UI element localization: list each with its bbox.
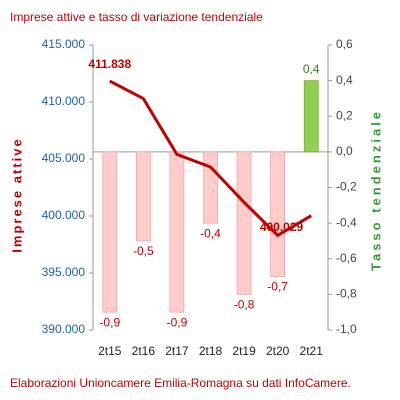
y2-tick-label: 0,4	[336, 73, 353, 87]
y2-tick-label: -0,6	[336, 251, 357, 265]
bar-label: 0,4	[303, 62, 320, 76]
y-axis-label: Imprese attive	[9, 137, 24, 252]
y2-tick-label: -1,0	[336, 322, 357, 336]
x-tick-label: 2t16	[132, 344, 156, 358]
footnote: Elaborazioni Unioncamere Emilia-Romagna …	[10, 376, 351, 390]
x-tick-label: 2t20	[266, 344, 290, 358]
y2-tick-label: 0,6	[336, 37, 353, 51]
y2-tick-label: 0,2	[336, 108, 353, 122]
bar-label: -0,7	[267, 280, 288, 294]
bar-label: -0,9	[99, 315, 120, 329]
bar	[203, 151, 218, 224]
y2-axis-label: Tasso tendenziale	[368, 109, 383, 271]
bar	[270, 151, 285, 277]
bar	[136, 151, 151, 242]
y-tick-label: 415.000	[42, 37, 86, 51]
y-tick-label: 400.000	[42, 208, 86, 222]
x-tick-label: 2t15	[98, 344, 122, 358]
bar	[169, 151, 185, 313]
chart-title: Imprese attive e tasso di variazione ten…	[10, 10, 263, 24]
x-tick-label: 2t19	[232, 344, 256, 358]
line-label: 411.838	[88, 57, 131, 71]
y-tick-label: 390.000	[42, 322, 86, 336]
y-tick-label: 395.000	[42, 265, 86, 279]
y2-tick-label: -0,8	[336, 287, 357, 301]
bar-label: -0,9	[167, 315, 188, 329]
bar	[102, 151, 118, 313]
y2-tick-label: 0,0	[336, 144, 353, 158]
bar	[236, 151, 252, 295]
bar-label: -0,8	[234, 298, 255, 312]
y-tick-label: 410.000	[42, 94, 86, 108]
bar-label: -0,4	[200, 226, 221, 240]
line	[109, 79, 312, 238]
y-tick-label: 405.000	[42, 151, 86, 165]
bar	[303, 80, 319, 153]
line-label: 400.029	[260, 220, 304, 234]
x-tick-label: 2t18	[199, 344, 223, 358]
y2-tick-label: -0,4	[336, 215, 357, 229]
y2-tick-label: -0,2	[336, 180, 357, 194]
x-tick-label: 2t17	[165, 344, 189, 358]
x-tick-label: 2t21	[300, 344, 324, 358]
bar-label: -0,5	[133, 244, 154, 258]
